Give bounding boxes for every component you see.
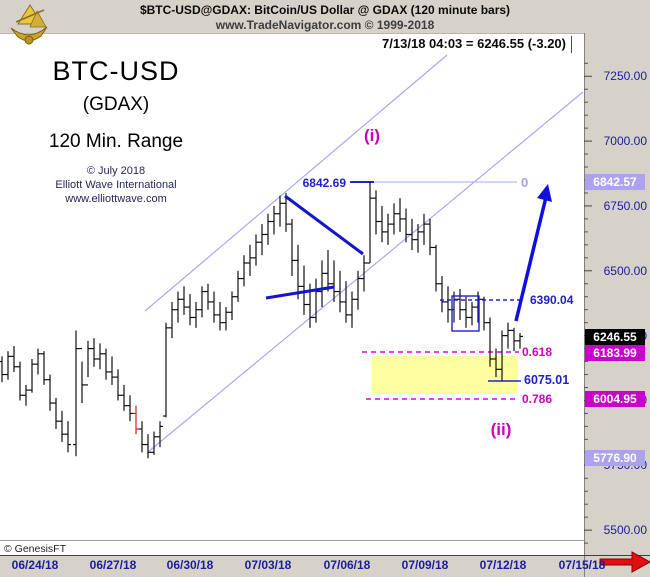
price-badge: 6842.57 <box>585 173 645 190</box>
date-tick-label: 07/15/18 <box>558 558 606 572</box>
tradenavigator-logo-icon <box>10 4 48 45</box>
wedge-lower <box>265 285 335 300</box>
date-tick-label: 07/03/18 <box>244 558 292 572</box>
fib-target-zone <box>372 356 518 394</box>
company-label: Elliott Wave International <box>55 179 177 191</box>
date-tick-label: 07/09/18 <box>401 558 449 572</box>
price-badge: 6004.95 <box>585 391 645 408</box>
wedge-upper <box>284 194 364 256</box>
consolidation-box <box>451 295 480 332</box>
date-tick-label: 07/12/18 <box>479 558 527 572</box>
price-tick-label: 6500.00 <box>603 263 647 278</box>
footer-divider <box>0 555 650 556</box>
peak-price-label: 6842.69 <box>302 176 346 190</box>
level-6075-label: 6075.01 <box>524 373 570 387</box>
price-tick-label: 5500.00 <box>603 523 647 538</box>
date-axis-band <box>0 556 584 577</box>
title-block: BTC-USD (GDAX) 120 Min. Range © July 201… <box>10 56 222 205</box>
forward-arrow-icon <box>599 551 650 573</box>
cursor-tick <box>571 36 572 53</box>
price-tick-label: 6750.00 <box>603 198 647 213</box>
channel-upper <box>144 54 448 312</box>
website-label: www.elliottwave.com <box>65 193 167 205</box>
price-tick-label: 7250.00 <box>603 69 647 84</box>
price-axis-band <box>584 33 650 577</box>
fib-786-label: 0.786 <box>522 392 553 406</box>
price-tick-label: 7000.00 <box>603 134 647 149</box>
wave-ii-label: (ii) <box>490 420 512 439</box>
level-6390-label: 6390.04 <box>530 293 574 307</box>
date-tick-label: 06/27/18 <box>89 558 137 572</box>
exchange-label: (GDAX) <box>82 94 150 115</box>
projection-arrowhead <box>537 184 552 202</box>
fib-618-label: 0.618 <box>522 345 553 359</box>
copyright-label: © July 2018 <box>86 165 146 177</box>
price-badge: 6246.55 <box>585 328 645 345</box>
projection-arrow <box>514 196 548 322</box>
date-tick-label: 06/30/18 <box>166 558 214 572</box>
last-quote-readout: 7/13/18 04:03 = 6246.55 (-3.20) <box>382 36 566 51</box>
wave-i-label: (i) <box>363 126 381 145</box>
timeframe-label: 120 Min. Range <box>48 131 184 152</box>
plot-bottom-border <box>0 540 584 541</box>
date-tick-label: 06/24/18 <box>11 558 59 572</box>
price-badge: 5776.90 <box>585 450 645 467</box>
data-credit: © GenesisFT <box>4 543 67 555</box>
chart-title: $BTC-USD@GDAX: BitCoin/US Dollar @ GDAX … <box>139 3 511 17</box>
date-tick-label: 07/06/18 <box>323 558 371 572</box>
price-badge: 6183.99 <box>585 344 645 361</box>
header-band <box>0 0 650 34</box>
channel-lower <box>147 91 584 453</box>
fib-zero-label: 0 <box>521 175 529 190</box>
vendor-subtitle: www.TradeNavigator.com © 1999-2018 <box>215 18 435 32</box>
symbol-label: BTC-USD <box>52 56 180 86</box>
